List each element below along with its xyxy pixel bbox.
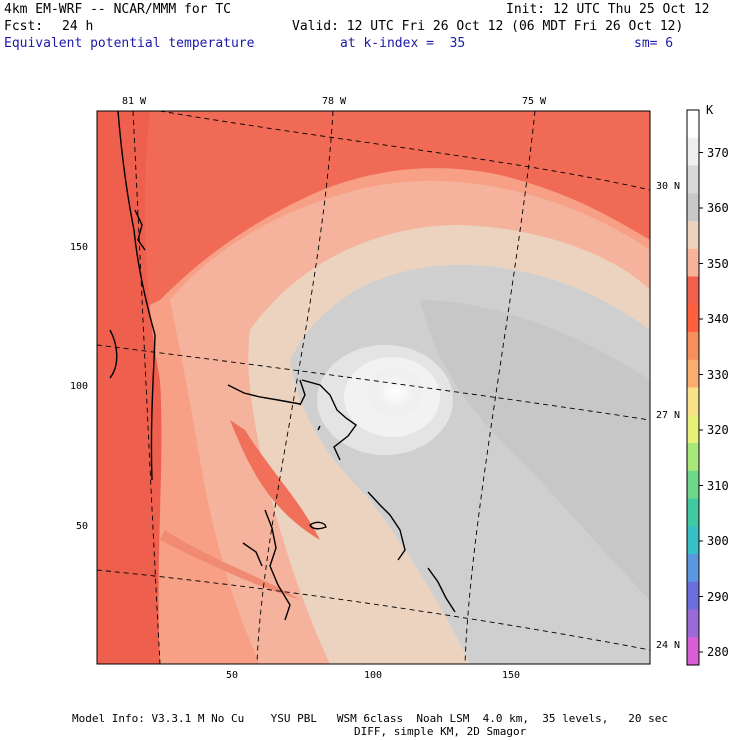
colorbar-swatch [687,110,699,139]
theta-e-field [97,111,650,664]
colorbar-swatch [687,443,699,472]
colorbar-swatch [687,137,699,166]
forecast-label: Fcst: [4,19,44,34]
valid-time: Valid: 12 UTC Fri 26 Oct 12 (06 MDT Fri … [292,19,684,34]
colorbar-label-310: 310 [707,478,729,493]
colorbar-swatch [687,193,699,222]
model-title: 4km EM-WRF -- NCAR/MMM for TC [4,2,231,17]
smoothing-value: sm= 6 [634,36,674,51]
field-name: Equivalent potential temperature [4,36,255,51]
colorbar-swatch [687,248,699,277]
colorbar-swatch [687,332,699,361]
x-tick-50: 50 [226,670,239,681]
colorbar-label-320: 320 [707,423,729,437]
lon-label-75w: 75 W [522,96,547,107]
lat-label-30n: 30 N [656,181,681,192]
lat-label-24n: 24 N [656,640,681,651]
x-tick-150: 150 [502,670,521,681]
y-tick-150: 150 [70,242,89,253]
colorbar-swatch [687,165,699,194]
y-tick-50: 50 [76,521,89,532]
colorbar-label-330: 330 [707,367,729,382]
model-info: Model Info: V3.3.1 M No Cu YSU PBL WSM 6… [72,712,669,725]
colorbar-unit: K [706,103,714,117]
colorbar-swatch [687,387,699,416]
lon-label-78w: 78 W [322,96,347,107]
colorbar-swatch [687,470,699,499]
colorbar-swatch [687,221,699,250]
colorbar-swatch [687,498,699,527]
colorbar-label-280: 280 [707,645,729,659]
colorbar-label-290: 290 [707,589,729,604]
y-tick-100: 100 [70,381,89,392]
graticule [97,111,650,664]
colorbar-label-360: 360 [707,201,729,215]
colorbar [687,110,703,666]
colorbar-swatch [687,554,699,583]
colorbar-swatch [687,359,699,388]
colorbar-label-300: 300 [707,534,729,548]
lat-label-27n: 27 N [656,410,681,421]
colorbar-swatch [687,609,699,638]
colorbar-swatch [687,526,699,555]
x-tick-100: 100 [364,670,383,681]
colorbar-frame [686,109,700,666]
lon-label-81w: 81 W [122,96,147,107]
coastlines [109,111,456,621]
init-time: Init: 12 UTC Thu 25 Oct 12 [506,2,710,17]
model-info-diffusion: DIFF, simple KM, 2D Smagor [354,725,527,738]
colorbar-swatch [687,637,699,666]
colorbar-swatch [687,581,699,610]
colorbar-swatch [687,304,699,333]
colorbar-swatch [687,415,699,444]
colorbar-label-370: 370 [707,145,729,160]
colorbar-label-340: 340 [707,312,729,326]
colorbar-swatch [687,276,699,305]
level-index: at k-index = 35 [340,36,466,51]
colorbar-label-350: 350 [707,256,729,271]
forecast-hour: 24 h [62,19,94,34]
